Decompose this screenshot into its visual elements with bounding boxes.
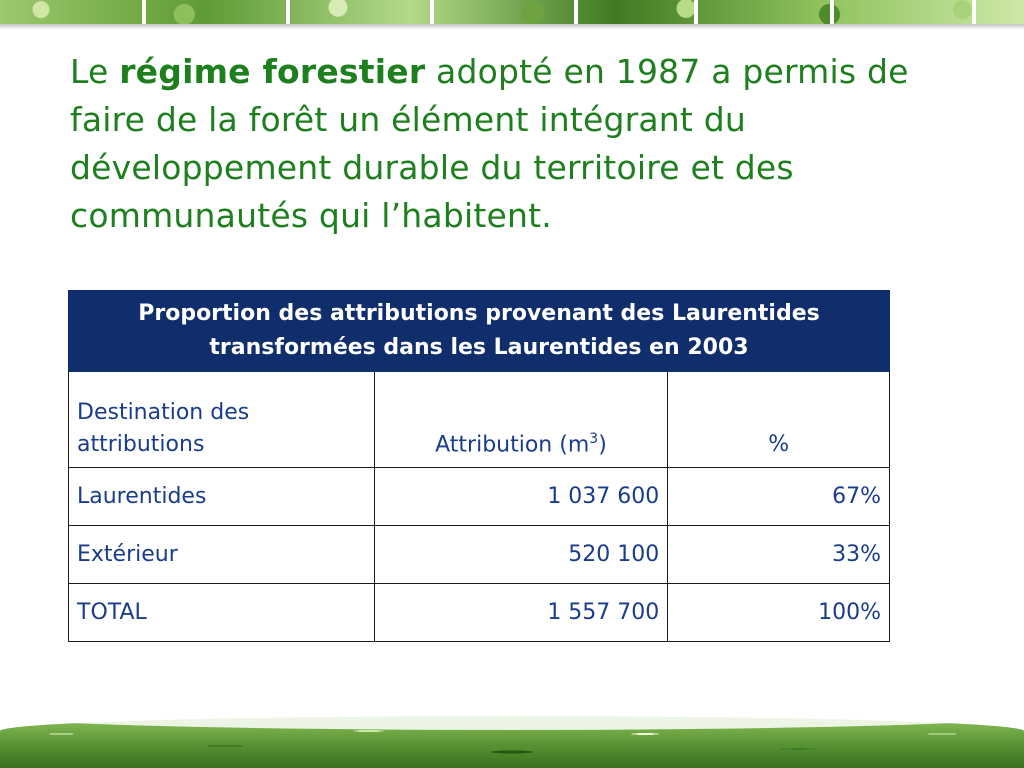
banner-divider [286, 0, 290, 24]
header-attribution-close: ) [598, 432, 607, 457]
banner-divider [830, 0, 834, 24]
table-caption: Proportion des attributions provenant de… [68, 290, 890, 372]
intro-rest: adopté en 1987 a permis de faire de la f… [70, 52, 909, 235]
banner-divider [574, 0, 578, 24]
cell-percent: 100% [667, 583, 890, 642]
banner-shadow [0, 24, 1024, 30]
cell-destination: TOTAL [68, 583, 375, 642]
header-attribution-unit-exponent: 3 [589, 430, 599, 447]
table-caption-row: Proportion des attributions provenant de… [68, 290, 890, 372]
banner-divider [430, 0, 434, 24]
intro-bold-term: régime forestier [119, 52, 426, 91]
banner-divider [694, 0, 698, 24]
top-forest-banner [0, 0, 1024, 24]
bottom-forest-banner [0, 708, 1024, 768]
banner-divider [972, 0, 976, 24]
header-attribution-label: Attribution (m [435, 432, 590, 457]
table-row: Laurentides 1 037 600 67% [68, 467, 890, 526]
table-column-headers: Destination des attributions Attribution… [68, 371, 890, 468]
banner-divider [142, 0, 146, 24]
cell-attribution: 1 557 700 [373, 583, 669, 642]
cell-attribution: 1 037 600 [373, 467, 669, 526]
banner-top-curve [0, 708, 1024, 730]
attributions-table: Proportion des attributions provenant de… [68, 290, 890, 642]
cell-destination: Extérieur [68, 525, 375, 584]
table-row-total: TOTAL 1 557 700 100% [68, 583, 890, 642]
header-destination: Destination des attributions [68, 371, 375, 468]
header-percent: % [667, 371, 890, 468]
cell-destination: Laurentides [68, 467, 375, 526]
table-row: Extérieur 520 100 33% [68, 525, 890, 584]
cell-percent: 67% [667, 467, 890, 526]
intro-prefix: Le [70, 52, 120, 91]
intro-paragraph: Le régime forestier adopté en 1987 a per… [70, 48, 970, 240]
header-attribution: Attribution (m3) [373, 371, 669, 468]
cell-percent: 33% [667, 525, 890, 584]
cell-attribution: 520 100 [373, 525, 669, 584]
